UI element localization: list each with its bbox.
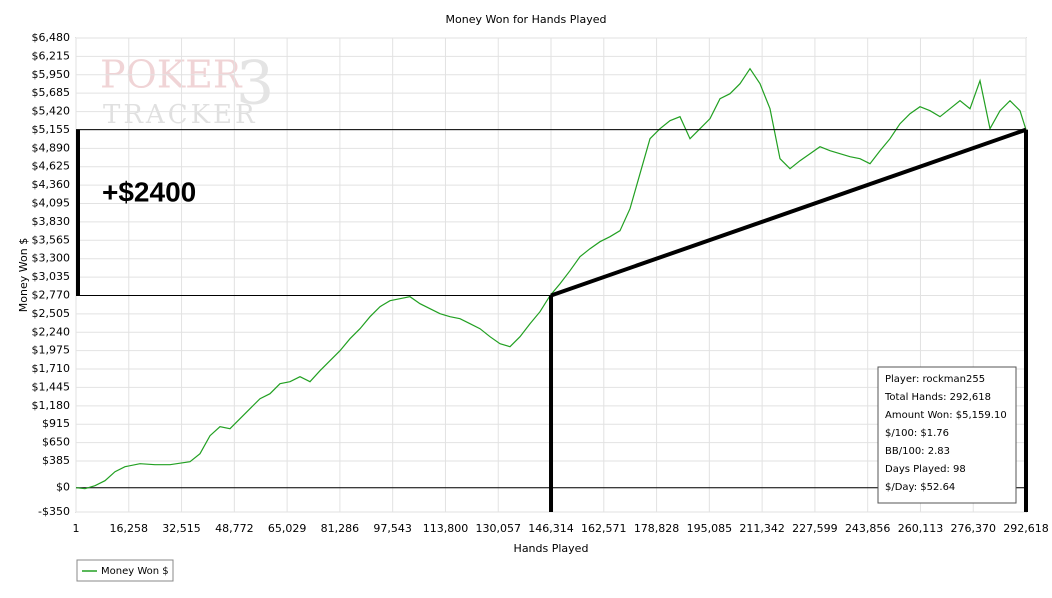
y-tick-label: $5,155 xyxy=(32,123,71,136)
y-tick-label: $3,035 xyxy=(32,270,71,283)
y-tick-label: $5,685 xyxy=(32,86,71,99)
x-tick-label: 211,342 xyxy=(739,522,785,535)
x-tick-label: 292,618 xyxy=(1003,522,1049,535)
stats-text: Amount Won: $5,159.10 xyxy=(885,410,1007,421)
x-tick-label: 260,113 xyxy=(898,522,944,535)
y-axis-label: Money Won $ xyxy=(17,238,30,312)
y-tick-label: $6,480 xyxy=(32,31,71,44)
y-tick-label: $4,890 xyxy=(32,141,71,154)
y-tick-label: $1,975 xyxy=(32,344,71,357)
x-tick-label: 113,800 xyxy=(423,522,469,535)
y-tick-label: $2,240 xyxy=(32,325,71,338)
x-tick-label: 16,258 xyxy=(110,522,149,535)
x-tick-label: 32,515 xyxy=(162,522,201,535)
x-tick-label: 243,856 xyxy=(845,522,891,535)
x-tick-label: 227,599 xyxy=(792,522,838,535)
x-tick-label: 81,286 xyxy=(321,522,360,535)
x-tick-label: 1 xyxy=(73,522,80,535)
x-tick-label: 130,057 xyxy=(475,522,521,535)
legend-box xyxy=(76,559,174,582)
y-tick-label: $385 xyxy=(42,454,70,467)
x-tick-label: 178,828 xyxy=(634,522,680,535)
stats-text: BB/100: 2.83 xyxy=(885,446,950,457)
y-tick-label: $2,770 xyxy=(32,288,71,301)
x-tick-label: 48,772 xyxy=(215,522,254,535)
watermark-text: TRACKER xyxy=(103,100,258,130)
watermark: POKER TRACKER 3 xyxy=(100,49,274,130)
y-tick-label: $3,830 xyxy=(32,215,71,228)
x-axis-label: Hands Played xyxy=(514,542,589,555)
x-tick-label: 146,314 xyxy=(528,522,574,535)
watermark-text: 3 xyxy=(236,49,274,119)
chart-title: Money Won for Hands Played xyxy=(446,13,607,26)
y-tick-label: $5,420 xyxy=(32,105,71,118)
stats-text: $/100: $1.76 xyxy=(885,428,949,439)
annotation-trend xyxy=(550,127,1027,298)
y-tick-label: $4,625 xyxy=(32,160,71,173)
y-tick-label: $1,180 xyxy=(32,399,71,412)
x-tick-label: 97,543 xyxy=(373,522,412,535)
annotation-label: +$2400 xyxy=(102,176,196,207)
y-tick-label: -$350 xyxy=(38,505,70,518)
y-tick-label: $4,095 xyxy=(32,197,71,210)
y-tick-label: $4,360 xyxy=(32,178,71,191)
y-tick-label: $650 xyxy=(42,436,70,449)
x-tick-label: 162,571 xyxy=(581,522,627,535)
stats-box xyxy=(877,366,1017,504)
stats-text: Total Hands: 292,618 xyxy=(884,392,991,403)
y-tick-label: $3,300 xyxy=(32,252,71,265)
y-tick-label: $915 xyxy=(42,417,70,430)
x-tick-label: 195,085 xyxy=(687,522,733,535)
y-tick-label: $3,565 xyxy=(32,233,71,246)
y-tick-label: $5,950 xyxy=(32,68,71,81)
data-line xyxy=(75,67,1027,490)
y-tick-label: $1,445 xyxy=(32,380,71,393)
y-tick-label: $2,505 xyxy=(32,307,71,320)
x-tick-label: 65,029 xyxy=(268,522,307,535)
y-tick-label: $6,215 xyxy=(32,49,71,62)
stats-text: Days Played: 98 xyxy=(885,464,966,475)
stats-text: Player: rockman255 xyxy=(885,374,985,385)
x-tick-label: 276,370 xyxy=(950,522,996,535)
stats-text: $/Day: $52.64 xyxy=(885,482,955,493)
y-tick-label: $1,710 xyxy=(32,362,71,375)
legend-label: Money Won $ xyxy=(101,566,169,577)
y-tick-label: $0 xyxy=(56,481,70,494)
